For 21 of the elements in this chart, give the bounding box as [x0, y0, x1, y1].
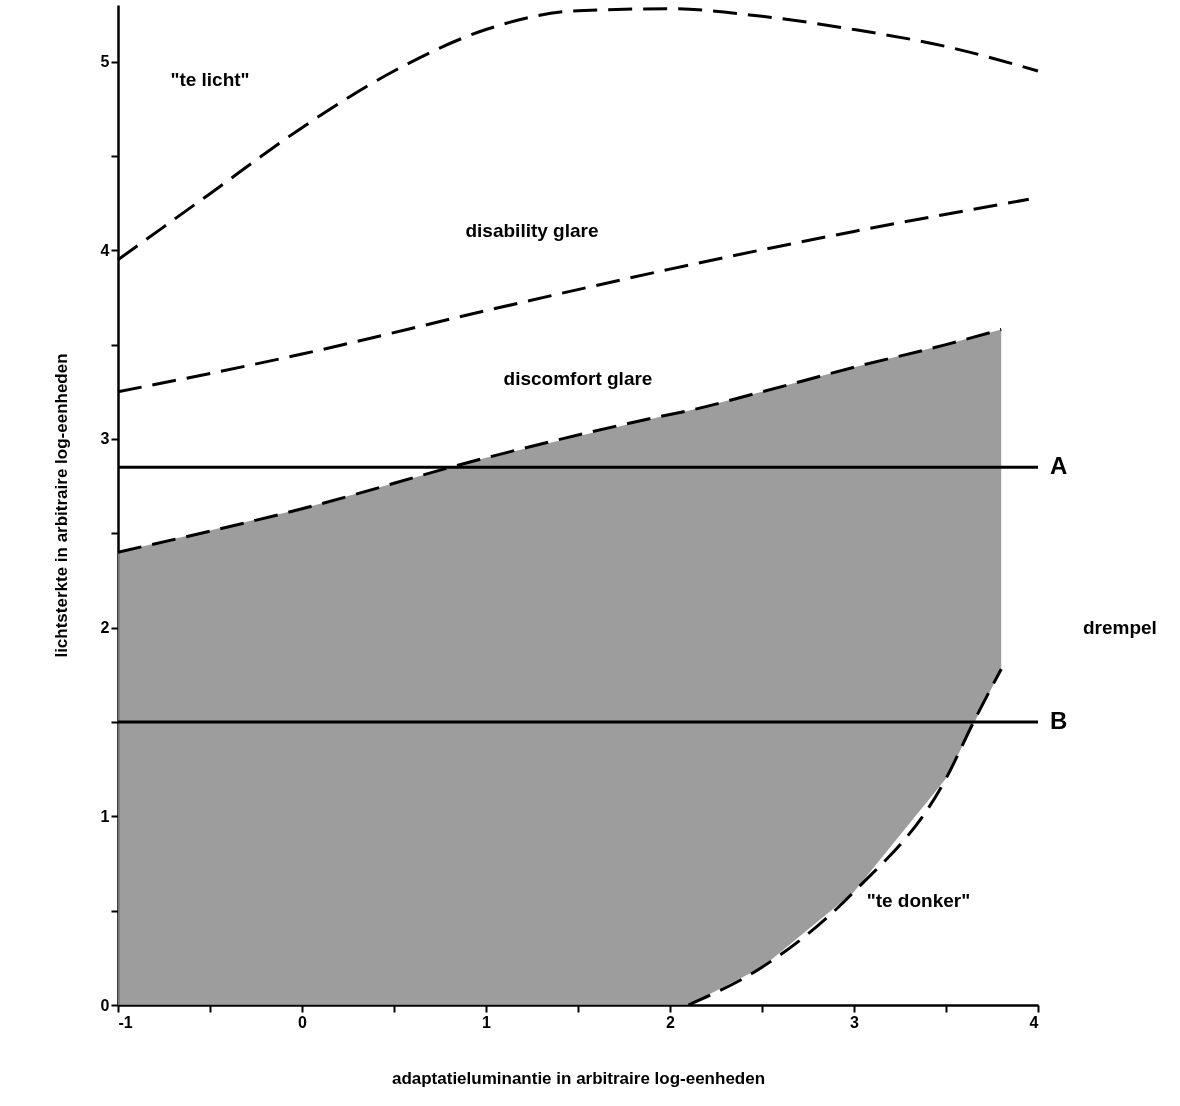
y-tick-label: 3 — [100, 430, 110, 448]
x-tick-label: 0 — [298, 1013, 308, 1031]
x-tick-label: 4 — [1029, 1013, 1039, 1031]
x-tick-label: 3 — [850, 1013, 860, 1031]
y-tick-label: 4 — [100, 241, 110, 259]
text: drempel — [1082, 617, 1157, 638]
annotation: "te licht" — [170, 69, 250, 90]
annotation: "te donker" — [866, 890, 971, 911]
y-tick-label: 2 — [100, 619, 110, 637]
annotation: discomfort glare — [503, 368, 653, 389]
y-tick-label: 5 — [100, 53, 110, 71]
y-tick-label: 1 — [100, 807, 110, 825]
x-tick-label: -1 — [118, 1013, 133, 1031]
x-tick-label: 2 — [666, 1013, 676, 1031]
x-tick-label: 1 — [482, 1013, 492, 1031]
annotation: disability glare — [465, 220, 599, 241]
ref-line-label: A — [1050, 452, 1068, 480]
y-axis-title: lichtsterkte in arbitraire log-eenheden — [51, 353, 71, 658]
ref-line-label: B — [1050, 706, 1068, 734]
x-axis-title: adaptatieluminantie in arbitraire log-eenheden — [391, 1068, 766, 1088]
y-tick-label: 0 — [100, 996, 110, 1014]
